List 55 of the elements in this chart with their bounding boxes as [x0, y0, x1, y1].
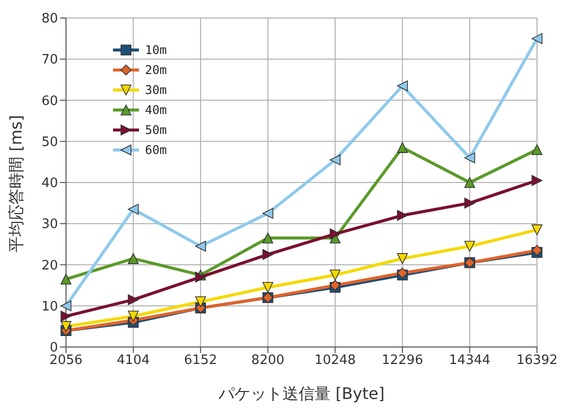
legend-label: 40m [145, 103, 167, 117]
x-tick-label: 4104 [116, 353, 150, 368]
legend-label: 30m [145, 83, 167, 97]
point [397, 80, 408, 92]
point [60, 321, 72, 332]
point [60, 300, 72, 312]
legend-label: 20m [145, 63, 167, 77]
y-tick-label: 10 [41, 299, 58, 314]
point [397, 253, 408, 264]
y-tick-label: 0 [50, 340, 58, 356]
y-tick-label: 70 [41, 52, 58, 68]
legend-label: 50m [145, 123, 167, 137]
x-axis-title: パケット送信量 [Byte] [217, 384, 385, 403]
point [464, 198, 476, 208]
x-tick-label: 14344 [449, 353, 490, 368]
point [128, 253, 139, 264]
x-tick-label: 2056 [49, 353, 83, 368]
x-tick-label: 6152 [184, 353, 218, 368]
point [128, 204, 139, 215]
point [464, 152, 476, 164]
point [262, 208, 274, 219]
point [532, 175, 542, 186]
point [128, 294, 139, 306]
y-tick-label: 40 [41, 176, 58, 192]
legend-label: 10m [145, 43, 167, 57]
y-tick-label: 30 [41, 217, 58, 232]
y-tick-label: 50 [41, 134, 58, 150]
point [532, 144, 542, 155]
y-tick-label: 20 [41, 258, 58, 274]
point [397, 142, 408, 153]
point [60, 310, 72, 322]
x-tick-label: 16392 [516, 353, 558, 368]
point [262, 232, 274, 244]
point [532, 33, 542, 44]
point [330, 154, 341, 166]
x-tick-label: 10248 [314, 353, 356, 368]
point [262, 282, 274, 293]
point [195, 240, 206, 252]
point [330, 228, 341, 240]
point [532, 244, 542, 256]
x-tick-label: 12296 [382, 353, 424, 368]
point [128, 310, 139, 322]
point [262, 249, 274, 260]
point [397, 210, 408, 221]
y-tick-label: 60 [41, 94, 58, 109]
y-axis-title: 平均応答時間 [ms] [6, 115, 26, 252]
point [532, 224, 542, 236]
point [464, 240, 476, 252]
y-tick-label: 80 [41, 12, 58, 27]
x-tick-label: 8200 [251, 353, 284, 368]
point [464, 177, 476, 188]
point [195, 296, 206, 308]
legend-label: 60m [145, 143, 167, 157]
point [60, 274, 72, 285]
point [330, 270, 341, 280]
